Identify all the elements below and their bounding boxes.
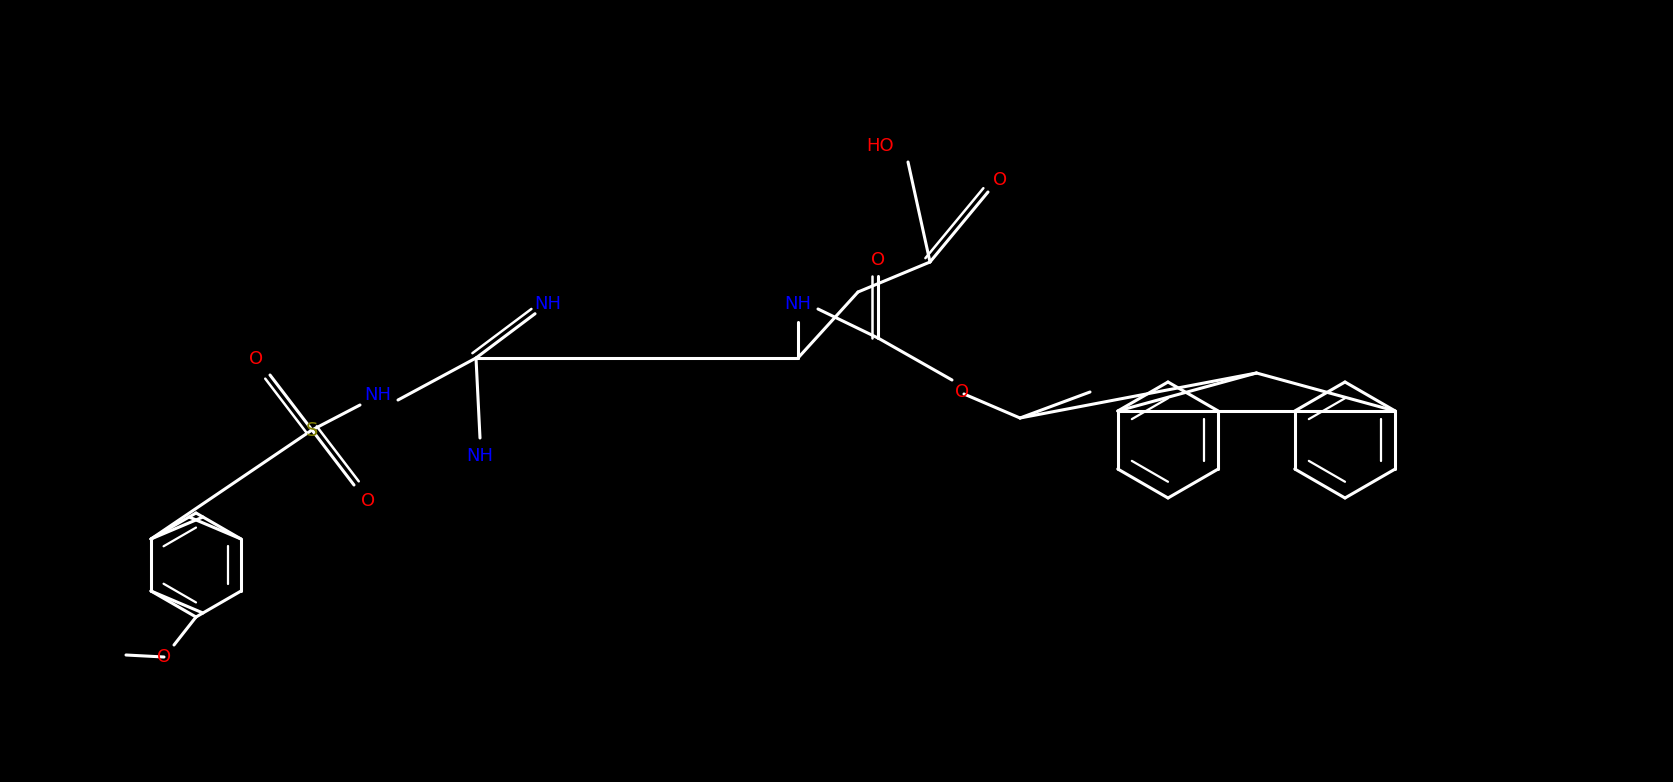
Text: NH: NH: [785, 295, 811, 313]
Text: O: O: [361, 492, 375, 510]
Text: O: O: [249, 350, 263, 368]
Text: O: O: [872, 251, 885, 269]
Text: NH: NH: [534, 295, 562, 313]
Text: O: O: [157, 648, 171, 666]
Text: NH: NH: [467, 447, 494, 465]
Text: S: S: [306, 421, 318, 439]
Text: HO: HO: [867, 137, 893, 155]
Text: O: O: [955, 383, 969, 401]
Text: NH: NH: [365, 386, 391, 404]
Text: O: O: [994, 171, 1007, 189]
